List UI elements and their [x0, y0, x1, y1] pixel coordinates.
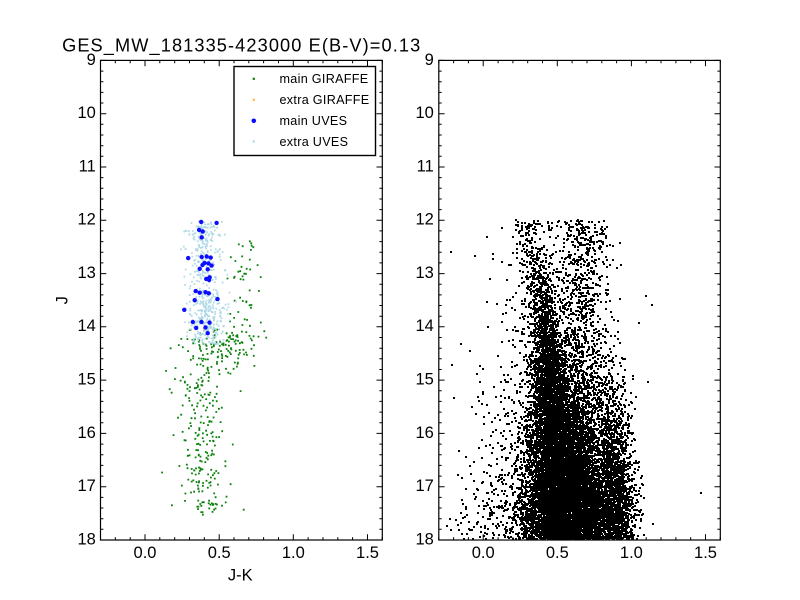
svg-text:main GIRAFFE: main GIRAFFE [280, 72, 369, 86]
svg-text:1.0: 1.0 [620, 544, 643, 562]
svg-text:18: 18 [415, 530, 433, 548]
svg-text:11: 11 [79, 157, 96, 175]
svg-text:0.5: 0.5 [208, 544, 231, 562]
svg-text:0.5: 0.5 [546, 544, 569, 562]
svg-text:17: 17 [415, 477, 433, 495]
svg-text:J-K: J-K [228, 566, 253, 584]
svg-text:12: 12 [77, 211, 95, 229]
svg-text:17: 17 [77, 477, 95, 495]
svg-text:13: 13 [415, 264, 433, 282]
svg-text:0.0: 0.0 [472, 544, 495, 562]
svg-text:14: 14 [77, 317, 95, 335]
svg-text:GES_MW_181335-423000 E(B-V)=0.: GES_MW_181335-423000 E(B-V)=0.13 [62, 35, 421, 56]
svg-text:14: 14 [415, 317, 433, 335]
svg-text:extra UVES: extra UVES [280, 135, 349, 149]
svg-text:9: 9 [425, 51, 434, 69]
svg-text:15: 15 [77, 371, 95, 389]
svg-text:9: 9 [87, 51, 96, 69]
svg-text:18: 18 [77, 530, 95, 548]
svg-text:16: 16 [77, 424, 95, 442]
svg-text:10: 10 [77, 104, 95, 122]
svg-text:1.5: 1.5 [694, 544, 717, 562]
svg-text:J: J [53, 296, 71, 304]
svg-text:1.5: 1.5 [356, 544, 379, 562]
svg-text:0.0: 0.0 [134, 544, 157, 562]
svg-text:10: 10 [415, 104, 433, 122]
svg-text:12: 12 [415, 211, 433, 229]
svg-text:extra GIRAFFE: extra GIRAFFE [280, 93, 370, 107]
svg-text:1.0: 1.0 [282, 544, 305, 562]
svg-text:11: 11 [417, 157, 434, 175]
svg-text:13: 13 [77, 264, 95, 282]
svg-text:16: 16 [415, 424, 433, 442]
svg-text:15: 15 [415, 371, 433, 389]
svg-text:main UVES: main UVES [280, 114, 348, 128]
